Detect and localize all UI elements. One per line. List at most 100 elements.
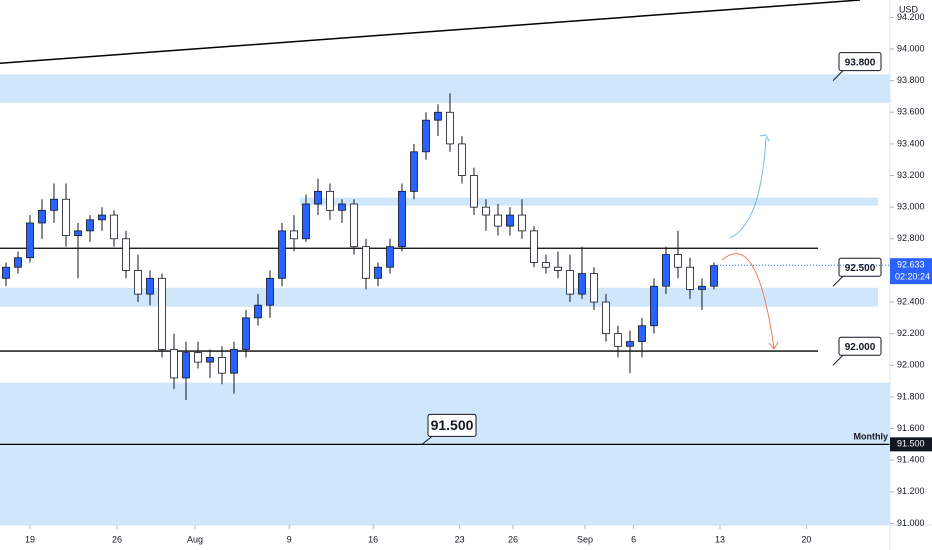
callout-box — [838, 257, 882, 277]
y-tick-label: 92.000 — [897, 360, 925, 370]
y-tick-label: 91.200 — [897, 486, 925, 496]
y-tick-label: 92.200 — [897, 328, 925, 338]
x-tick-label: 6 — [631, 534, 636, 544]
candle-body — [194, 352, 202, 363]
candle-body — [14, 257, 22, 268]
candle-body — [674, 254, 682, 268]
level-tag: Monthly — [854, 432, 889, 442]
callout-box — [427, 413, 477, 437]
candle-body — [446, 111, 454, 145]
candle-body — [506, 214, 514, 227]
callout-label: 93.800 — [845, 57, 876, 68]
last-price-box — [890, 258, 932, 285]
candle-body — [614, 333, 622, 347]
candle-body — [638, 325, 646, 342]
candles — [2, 93, 718, 401]
down-arrow-head — [768, 341, 779, 350]
x-tick-label: 23 — [455, 534, 465, 544]
candle-body — [686, 266, 694, 290]
x-tick-label: 19 — [25, 534, 35, 544]
callout-box — [838, 52, 882, 72]
candle-body — [134, 270, 142, 295]
candle-body — [698, 285, 706, 290]
y-tick-label: 91.000 — [897, 518, 925, 528]
candle-body — [494, 214, 502, 227]
candle-body — [290, 230, 298, 240]
candle-body — [350, 203, 358, 248]
x-tick-label: Aug — [187, 534, 203, 544]
countdown-label: 02:20:24 — [895, 272, 930, 282]
zones — [0, 74, 890, 525]
x-tick-label: 9 — [287, 534, 292, 544]
callout-pointer — [421, 435, 433, 445]
y-tick-label: 91.600 — [897, 423, 925, 433]
callout-label: 92.500 — [845, 263, 876, 274]
candle-body — [554, 266, 562, 271]
candle-body — [26, 222, 34, 259]
candle-body — [170, 349, 178, 379]
x-tick-label: 26 — [508, 534, 518, 544]
candle-body — [122, 238, 130, 271]
x-tick-label: 16 — [368, 534, 378, 544]
candle-body — [254, 304, 262, 319]
callout-pointer — [832, 354, 844, 366]
candle-body — [146, 277, 154, 295]
candle-body — [650, 285, 658, 327]
up-arrow-head — [759, 134, 770, 142]
callout-box — [838, 336, 882, 356]
zone — [0, 287, 879, 307]
candle-body — [98, 214, 106, 221]
candle-body — [62, 198, 70, 237]
candle-body — [542, 262, 550, 268]
callouts: 93.800 92.500 92.000 91.500 Monthly 91.500 92.… — [421, 52, 932, 452]
candle-body — [314, 190, 322, 205]
candle-body — [410, 151, 418, 192]
y-tick-label: 92.800 — [897, 233, 925, 243]
candle-body — [530, 230, 538, 263]
candle-body — [626, 341, 634, 347]
currency: USD — [899, 4, 919, 14]
candle-body — [230, 349, 238, 374]
candle-body — [602, 301, 610, 335]
candle-body — [206, 356, 214, 363]
candle-body — [566, 270, 574, 295]
level-price-label: 91.500 — [897, 439, 925, 449]
zone — [0, 382, 890, 525]
callout-pointer — [832, 275, 844, 287]
candle-body — [266, 277, 274, 306]
down-arrow — [721, 253, 775, 349]
candle-body — [518, 214, 526, 232]
candle-body — [458, 143, 466, 176]
y-tick-label: 93.800 — [897, 75, 925, 85]
candle-body — [338, 203, 346, 211]
candle-body — [398, 190, 406, 248]
candle-body — [302, 203, 310, 240]
candle-body — [38, 209, 46, 224]
y-tick-label: 93.200 — [897, 170, 925, 180]
candle-body — [326, 190, 334, 211]
candle-body — [386, 246, 394, 268]
candle-body — [422, 119, 430, 153]
candle-body — [158, 277, 166, 350]
callout-label: 91.500 — [431, 417, 474, 433]
trend-line — [0, 0, 861, 65]
lines — [0, 0, 890, 446]
callout-pointer — [832, 70, 844, 82]
callout-label: 92.000 — [845, 342, 876, 353]
candle-body — [50, 198, 58, 211]
y-tick-label: 91.400 — [897, 455, 925, 465]
candle-body — [2, 266, 10, 279]
candle-body — [218, 356, 226, 374]
candle-body — [278, 230, 286, 279]
axes: 91.000 91.200 91.400 91.600 91.800 92.000 92.2… — [25, 12, 925, 545]
candle-body — [578, 273, 586, 295]
x-tick-label: 13 — [715, 534, 725, 544]
y-tick-label: 93.000 — [897, 202, 925, 212]
x-tick-label: 20 — [801, 534, 811, 544]
up-arrow — [729, 137, 767, 239]
candle-body — [434, 111, 442, 121]
candle-body — [86, 219, 94, 232]
candle-body — [374, 266, 382, 279]
zone — [0, 74, 890, 103]
